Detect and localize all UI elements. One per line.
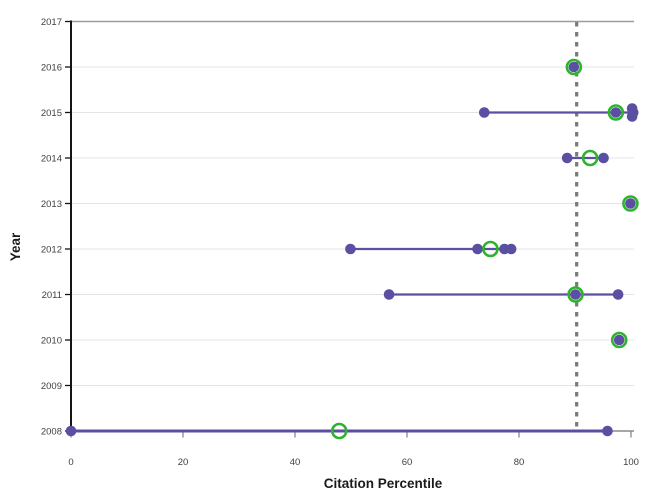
data-point-ring [581, 149, 599, 167]
x-axis-tick-label: 60 [402, 457, 413, 468]
data-point-dot [568, 61, 580, 73]
x-axis-tick-label: 20 [178, 457, 189, 468]
y-axis-tick-label: 2012 [41, 245, 62, 256]
y-axis-tick-label: 2015 [41, 108, 62, 119]
y-axis-tick-label: 2009 [41, 381, 62, 392]
data-point-dot [570, 289, 581, 300]
y-axis-tick-label: 2016 [41, 63, 62, 74]
data-point-dot [612, 289, 624, 300]
y-axis-tick-label: 2010 [41, 336, 62, 347]
x-axis-tick-label: 0 [68, 457, 73, 468]
y-axis-label: Year [8, 232, 23, 261]
y-axis-tick-label: 2017 [41, 17, 62, 28]
data-point-ring [622, 195, 639, 212]
x-axis-tick-label: 100 [623, 457, 639, 468]
data-point-ring [330, 422, 348, 440]
data-point-dot [505, 243, 517, 255]
data-point-ring [482, 240, 499, 258]
y-axis-tick-label: 2013 [41, 199, 62, 210]
data-point-dot [561, 152, 573, 164]
data-point-dot [472, 243, 483, 255]
tick-labels-layer: 0 20 40 60 80 100 2008 2009 2010 2011 2012 2013 2014… [41, 17, 639, 468]
data-point-dot [625, 198, 636, 209]
data-point-dot [383, 289, 395, 300]
data-point-ring [565, 58, 583, 76]
x-axis-tick-label: 40 [290, 457, 301, 468]
y-axis-tick-label: 2008 [41, 427, 62, 438]
data-series-layer [65, 58, 639, 440]
y-axis-tick-label: 2011 [42, 290, 62, 301]
data-point-ring [610, 331, 628, 349]
data-point-dot [610, 107, 622, 118]
data-point-dot [613, 334, 625, 346]
data-point-dot [478, 107, 490, 118]
x-axis-label: Citation Percentile [324, 476, 443, 491]
data-point-dot [345, 243, 356, 255]
data-point-dot [602, 425, 613, 437]
data-point-ring [607, 104, 625, 121]
gridlines-layer [71, 20, 634, 432]
y-axis-tick-label: 2014 [41, 154, 62, 165]
data-point-ring [567, 286, 584, 303]
data-point-dot [598, 152, 609, 164]
axes-layer [65, 20, 634, 438]
x-axis-tick-label: 80 [514, 457, 525, 468]
data-point-dot [65, 425, 77, 437]
data-point-dot [626, 111, 638, 122]
